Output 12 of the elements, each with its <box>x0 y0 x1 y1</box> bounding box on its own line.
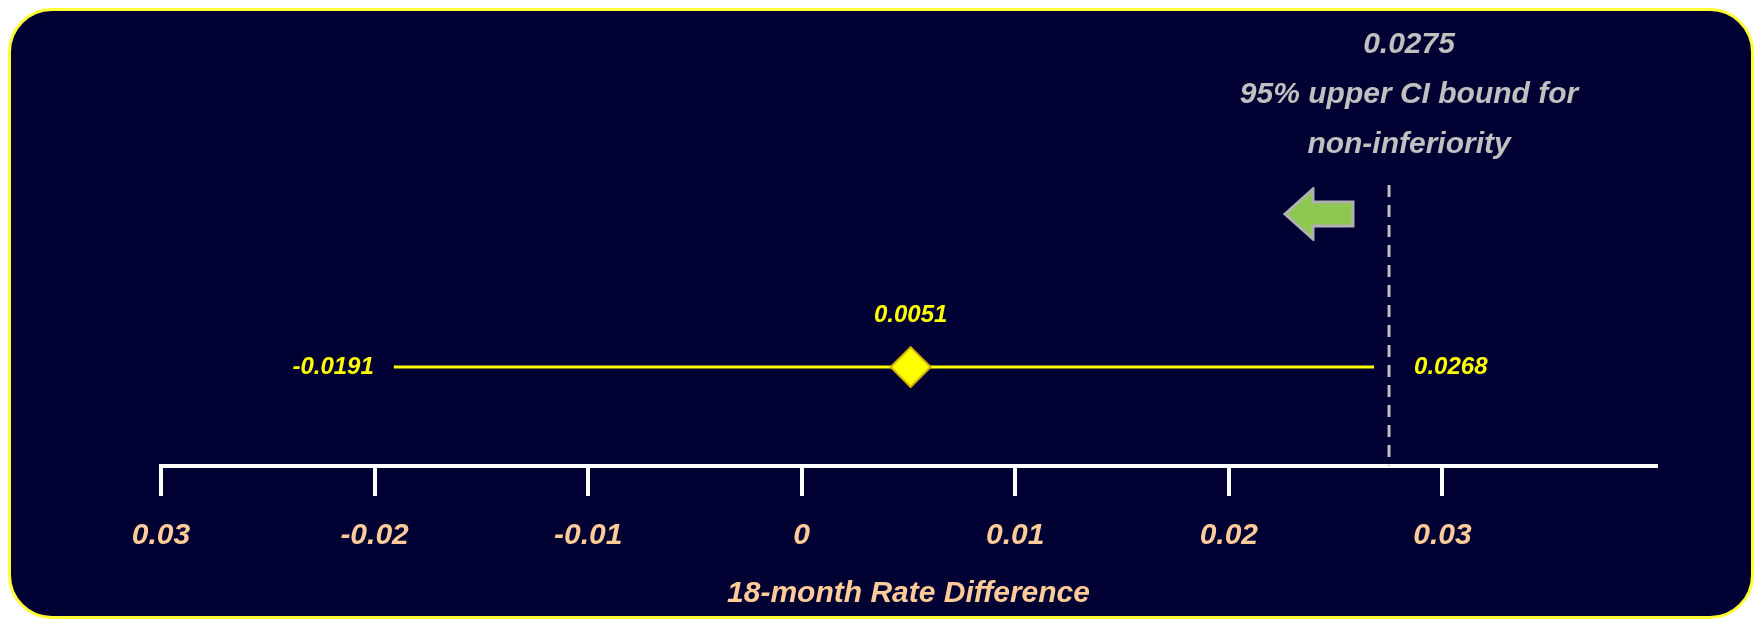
x-tick-label: -0.02 <box>340 517 410 551</box>
x-tick-label: 0 <box>793 517 811 551</box>
ref-line-label: 0.0275 95% upper CI bound for non-inferiority <box>1239 26 1581 160</box>
x-tick-label: 0.02 <box>1199 517 1259 551</box>
data-label: 0.0051 <box>873 299 948 327</box>
x-tick-label: 0.03 <box>131 517 191 551</box>
x-tick-label: 0.01 <box>986 517 1045 551</box>
x-tick-label: -0.01 <box>553 517 623 551</box>
annotation: 0.0268 <box>1414 351 1489 379</box>
annotation: -0.0191 <box>292 351 374 379</box>
x-axis-title: 18-month Rate Difference <box>727 575 1090 609</box>
x-tick-label: 0.03 <box>1413 517 1472 551</box>
